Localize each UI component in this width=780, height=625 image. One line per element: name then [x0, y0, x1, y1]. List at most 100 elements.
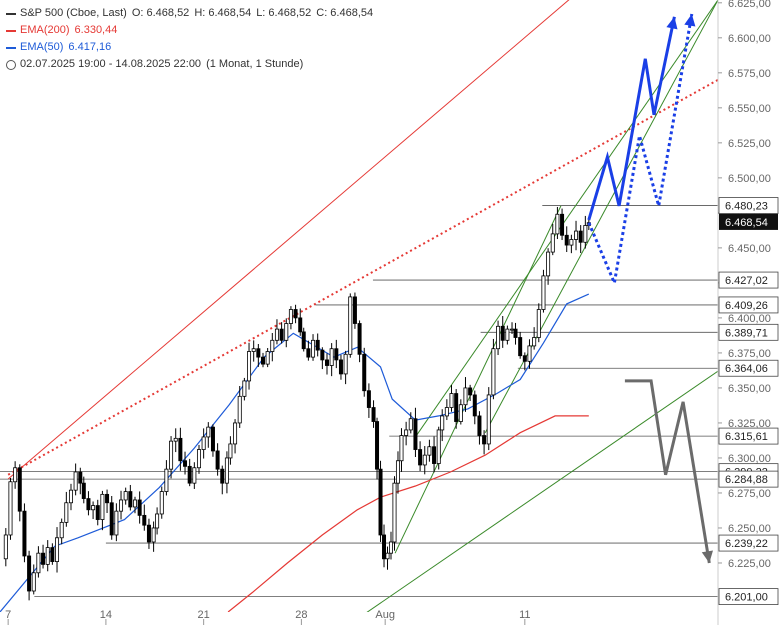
- legend-ema200-row: EMA(200) 6.330,44: [6, 22, 373, 39]
- candle-body: [477, 415, 482, 436]
- candle-body: [169, 440, 174, 470]
- candle-body: [128, 491, 133, 508]
- candle-body: [201, 436, 206, 450]
- candle-body: [320, 349, 325, 361]
- candle-body: [564, 234, 569, 246]
- candle-body: [541, 275, 546, 310]
- candle-body: [510, 328, 515, 331]
- candle-body: [178, 437, 183, 462]
- y-tick-label: 6.275,00: [728, 488, 771, 500]
- candle-body: [155, 513, 160, 529]
- candle-body: [247, 351, 252, 382]
- arrowhead-bullish-scenario: [666, 16, 678, 30]
- level-price-label: 6.239,22: [725, 538, 768, 550]
- candle-body: [183, 460, 188, 467]
- candle-body: [472, 394, 477, 417]
- candle-body: [119, 499, 124, 512]
- candle-body: [109, 502, 114, 536]
- level-price-box: [718, 588, 779, 605]
- candle-body: [86, 498, 91, 511]
- candle-body: [357, 323, 362, 355]
- y-tick-label: 6.600,00: [728, 33, 771, 45]
- candle-body: [334, 348, 339, 361]
- candle-body: [436, 429, 441, 464]
- level-price-label: 6.201,00: [725, 592, 768, 604]
- candle-body: [348, 296, 353, 355]
- candle-body: [59, 521, 64, 539]
- candle-body: [95, 505, 100, 520]
- candle-body: [41, 552, 46, 565]
- candle-body: [293, 309, 298, 319]
- level-price-label: 6.284,88: [725, 474, 768, 486]
- y-tick-label: 6.400,00: [728, 313, 771, 325]
- candle-body: [324, 359, 329, 366]
- y-tick-label: 6.225,00: [728, 558, 771, 570]
- candle-body: [187, 465, 192, 484]
- candle-body: [196, 449, 201, 469]
- level-price-box: [718, 470, 779, 488]
- candle-body: [371, 407, 376, 422]
- candle-body: [432, 446, 437, 464]
- candle-body: [352, 296, 357, 324]
- candle-body: [546, 251, 551, 277]
- candle-body: [100, 493, 105, 520]
- candle-body: [569, 239, 574, 246]
- candle-body: [192, 467, 197, 484]
- y-tick-label: 6.375,00: [728, 348, 771, 360]
- candle-body: [36, 552, 41, 574]
- candle-body: [146, 524, 151, 543]
- candle-body: [228, 443, 233, 459]
- candle-body: [338, 359, 343, 375]
- ema200-swatch-icon: [6, 29, 16, 32]
- candle-body: [233, 422, 238, 445]
- candle-body: [265, 351, 270, 365]
- candle-body: [536, 309, 541, 338]
- candle-body: [486, 394, 491, 445]
- plot-area: [0, 0, 718, 612]
- candle-body: [55, 537, 60, 562]
- trendline-dotted-resistance-red: [7, 78, 718, 476]
- candle-body: [114, 510, 119, 536]
- arrowhead-bearish-scenario: [701, 550, 713, 563]
- candle-body: [578, 230, 583, 243]
- x-tick-label: 7: [5, 609, 11, 621]
- legend-ema50-row: EMA(50) 6.417,16: [6, 39, 373, 56]
- candle-body: [270, 339, 275, 352]
- projection-alternative-scenario: [587, 13, 694, 289]
- candle-body: [27, 555, 32, 592]
- candle-body: [550, 233, 555, 253]
- candle-body: [78, 471, 83, 484]
- ohlc-open: O: 6.468,52: [131, 7, 190, 19]
- candle-body: [444, 407, 449, 417]
- candle-body: [123, 491, 128, 501]
- trendline-green-channel-middle: [484, 0, 718, 433]
- candle-body: [440, 415, 445, 431]
- arrowhead-alternative-scenario: [684, 14, 696, 27]
- candle-body: [482, 435, 487, 445]
- trendline-upper-channel-red: [7, 0, 570, 480]
- candle-body: [329, 348, 334, 366]
- candle-body: [220, 468, 225, 484]
- current-price-label: 6.468,54: [725, 217, 768, 229]
- candle-body: [399, 435, 404, 462]
- ema200-line: [227, 415, 589, 612]
- trendline-green-channel-lower: [366, 370, 718, 612]
- candle-body: [260, 356, 265, 365]
- current-price-box: [719, 213, 778, 230]
- level-price-label: 6.427,02: [725, 275, 768, 287]
- candle-body: [159, 491, 164, 515]
- candle-body: [505, 328, 510, 341]
- candle-body: [274, 328, 279, 341]
- y-tick-label: 6.500,00: [728, 173, 771, 185]
- candle-body: [210, 426, 215, 452]
- candle-body: [404, 429, 409, 436]
- candle-body: [224, 457, 229, 484]
- candle-body: [164, 468, 169, 492]
- candle-body: [284, 323, 289, 341]
- candle-body: [560, 213, 565, 236]
- candle-body: [532, 337, 537, 347]
- candle-body: [45, 547, 50, 565]
- candle-body: [427, 446, 432, 456]
- level-price-box: [718, 296, 779, 314]
